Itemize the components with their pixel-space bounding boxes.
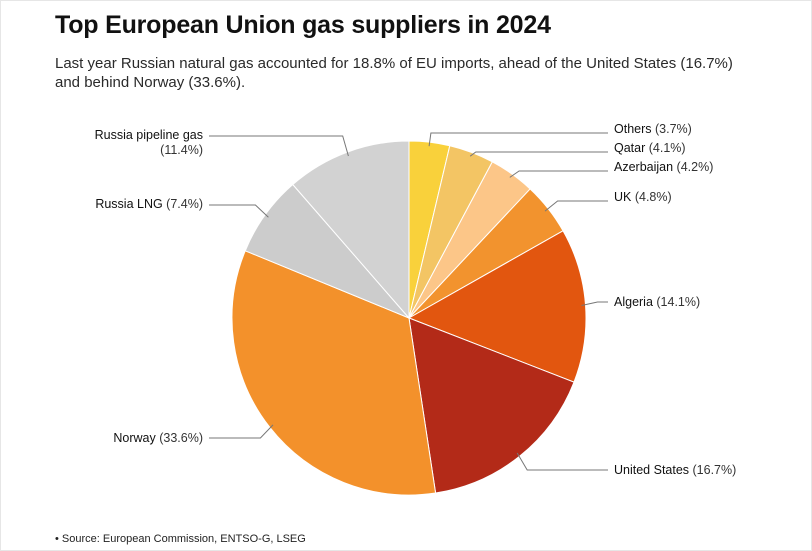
- slice-label-value: (4.8%): [631, 190, 671, 204]
- leader-line-norway: [209, 424, 274, 439]
- leader-line-russia-lng: [209, 204, 269, 218]
- pie-slice-algeria: [407, 230, 587, 383]
- source-note: • Source: European Commission, ENTSO-G, …: [55, 533, 306, 545]
- leader-line-algeria: [581, 301, 608, 306]
- slice-label-name: Algeria: [614, 295, 653, 309]
- slice-label-azerbaijan: Azerbaijan (4.2%): [614, 160, 713, 174]
- slice-label-value: (11.4%): [160, 143, 203, 157]
- leader-line-others: [428, 132, 608, 147]
- slice-label-name: Azerbaijan: [614, 160, 673, 174]
- slice-label-algeria: Algeria (14.1%): [614, 295, 700, 309]
- slice-label-united-states: United States (16.7%): [614, 463, 736, 477]
- slice-label-value: (14.1%): [653, 295, 700, 309]
- pie-slice-united-states: [408, 317, 575, 494]
- leader-line-uk: [544, 200, 608, 212]
- chart-subtitle: Last year Russian natural gas accounted …: [55, 55, 733, 91]
- pie-leader-lines: [209, 132, 608, 471]
- slice-label-russia-lng: Russia LNG (7.4%): [95, 197, 203, 211]
- slice-label-uk: UK (4.8%): [614, 190, 672, 204]
- slice-label-others: Others (3.7%): [614, 122, 692, 136]
- pie-slices: [231, 140, 587, 496]
- pie-labels: Others (3.7%) Qatar (4.1%) Azerbaijan (4.2…: [95, 122, 737, 477]
- leader-line-azerbaijan: [509, 170, 608, 178]
- slice-label-name: Russia pipeline gas: [95, 128, 203, 142]
- slice-label-name: Qatar: [614, 141, 645, 155]
- slice-label-name: Others: [614, 122, 652, 136]
- slice-label-russia-pipeline-gas: Russia pipeline gas (11.4%): [95, 128, 203, 157]
- slice-label-value: (4.1%): [645, 141, 685, 155]
- leader-line-united-states: [516, 452, 608, 471]
- chart-title: Top European Union gas suppliers in 2024: [55, 11, 551, 39]
- leader-line-russia-pipeline-gas: [209, 135, 349, 157]
- slice-label-name: United States: [614, 463, 689, 477]
- slice-label-value: (4.2%): [673, 160, 713, 174]
- slice-label-value: (33.6%): [156, 431, 203, 445]
- slice-label-name: Norway: [113, 431, 156, 445]
- leader-line-qatar: [469, 151, 608, 157]
- slice-label-qatar: Qatar (4.1%): [614, 141, 686, 155]
- slice-label-value: (16.7%): [689, 463, 736, 477]
- slice-label-value: (7.4%): [163, 197, 203, 211]
- slice-label-norway: Norway (33.6%): [113, 431, 203, 445]
- slice-label-value: (3.7%): [652, 122, 692, 136]
- slice-label-name: UK: [614, 190, 632, 204]
- pie-slice-norway: [231, 250, 437, 496]
- slice-label-name: Russia LNG: [95, 197, 162, 211]
